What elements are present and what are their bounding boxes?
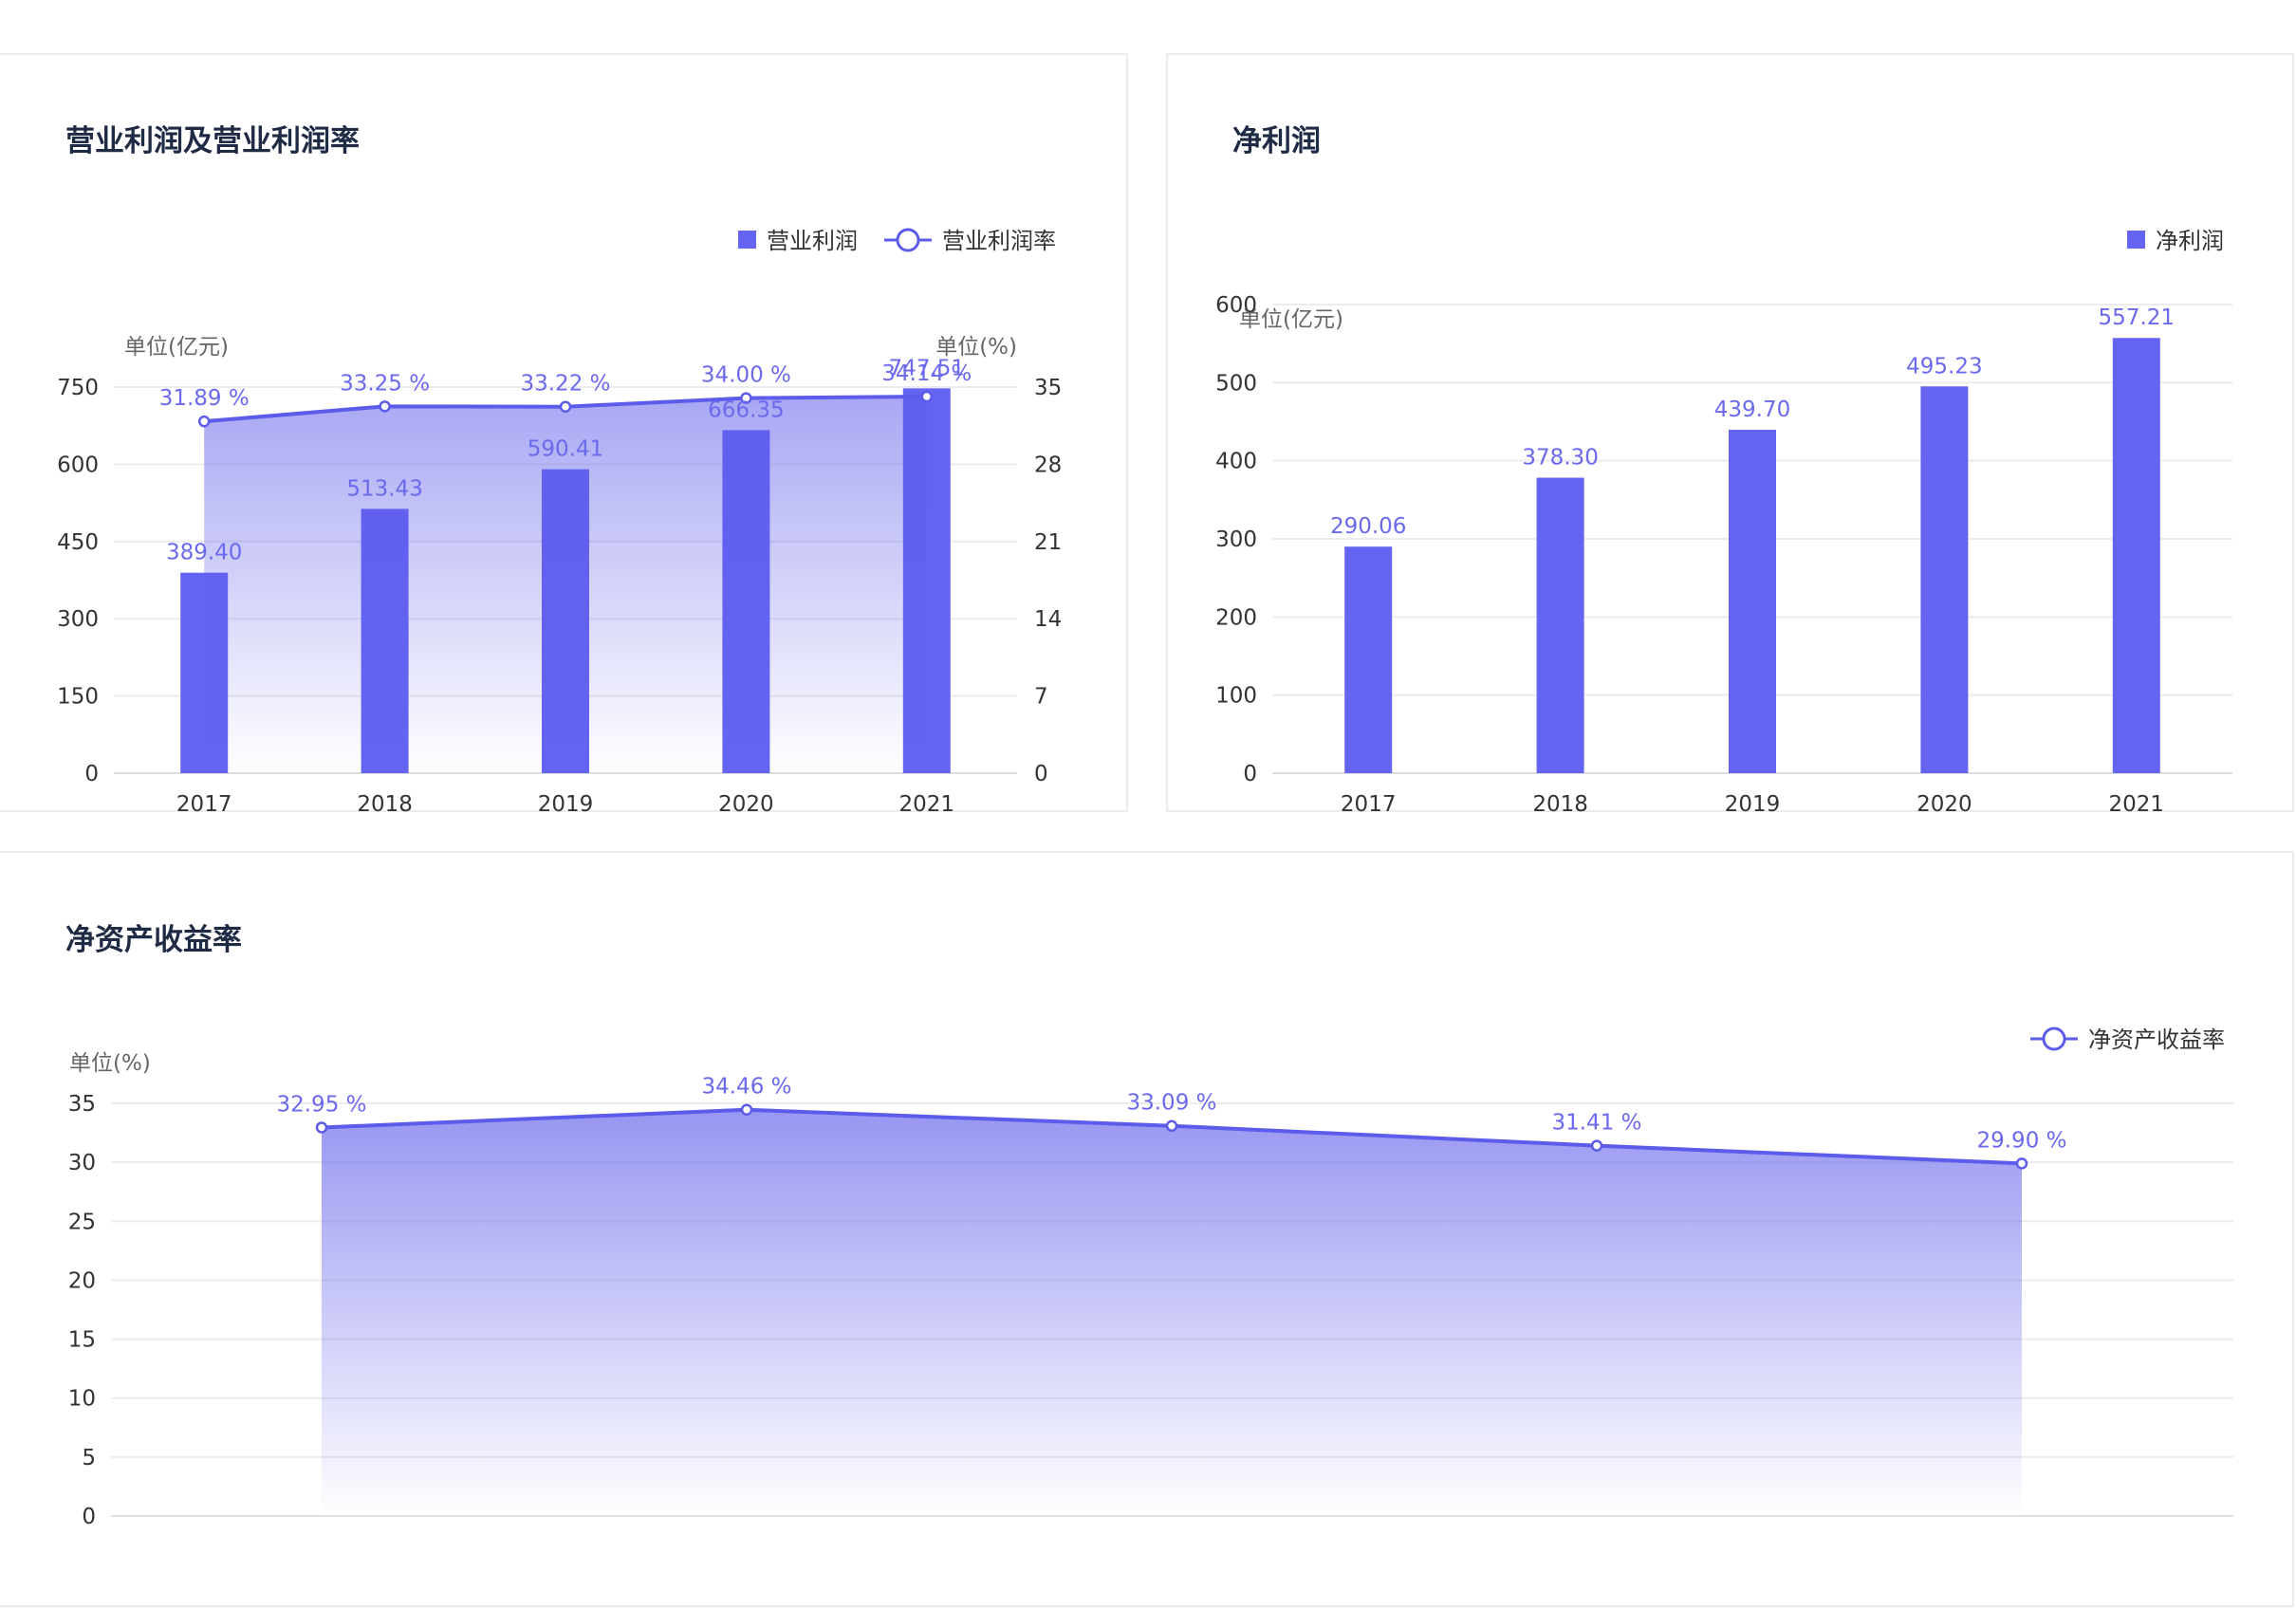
- line-value-label: 34.00 %: [701, 363, 791, 388]
- y2-axis-unit: 单位(%): [935, 335, 1017, 360]
- y-tick-label: 0: [82, 1505, 96, 1529]
- legend-label: 净资产收益率: [2088, 1026, 2225, 1053]
- y-tick-label: 20: [68, 1268, 96, 1293]
- net-profit-panel: 净利润 0 100 200 300 400 500 600 单位(亿元) 290.06 378.3…: [1166, 53, 2294, 814]
- y-axis-unit: 单位(亿元): [1239, 307, 1343, 332]
- y2-tick-label: 14: [1034, 607, 1062, 632]
- y-tick-label: 25: [68, 1210, 96, 1234]
- bar-value-label: 513.43: [346, 476, 422, 501]
- y-tick-label: 15: [68, 1328, 96, 1353]
- y-tick-label: 600: [57, 453, 99, 477]
- y-tick-label: 750: [57, 376, 99, 400]
- bar: [1536, 477, 1584, 773]
- y-tick-label: 500: [1215, 371, 1257, 396]
- y-tick-label: 10: [68, 1387, 96, 1412]
- x-tick-label: 2021: [899, 792, 955, 814]
- data-point: [2015, 1157, 2028, 1170]
- bar-value-label: 666.35: [708, 398, 784, 422]
- line-value-label: 32.95 %: [276, 1092, 366, 1117]
- bar-value-label: 378.30: [1522, 446, 1598, 471]
- x-tick-label: 2020: [718, 792, 774, 814]
- data-point: [315, 1121, 328, 1134]
- line-value-label: 34.46 %: [701, 1075, 791, 1100]
- legend-label: 净利润: [2156, 228, 2224, 254]
- y-tick-label: 0: [1243, 762, 1257, 786]
- y-tick-label: 300: [1215, 527, 1257, 552]
- y-axis-unit: 单位(%): [69, 1051, 151, 1076]
- roe-panel: 净资产收益率 0 5 10 15 20 25 30 35 单位(%) 32.95 % 34.46 %…: [0, 851, 2294, 1607]
- y-axis-unit: 单位(亿元): [124, 335, 229, 360]
- y2-tick-label: 0: [1034, 762, 1048, 786]
- data-point: [379, 400, 391, 413]
- y-tick-label: 5: [82, 1446, 96, 1470]
- y-tick-label: 0: [84, 762, 99, 786]
- bar-value-label: 747.51: [889, 356, 965, 380]
- line-value-label: 29.90 %: [1976, 1128, 2066, 1153]
- bar: [2112, 338, 2160, 773]
- y-tick-label: 400: [1215, 450, 1257, 474]
- y2-tick-label: 7: [1034, 685, 1048, 710]
- data-point: [740, 1103, 753, 1116]
- line-value-label: 33.09 %: [1126, 1091, 1216, 1116]
- bar-value-label: 290.06: [1330, 514, 1406, 539]
- bar-value-label: 590.41: [528, 437, 603, 462]
- operating-profit-chart: 0 150 300 450 600 750 0 7 14 21 28 35 单位(亿元) 单位(%) 389…: [57, 228, 1062, 814]
- panel-title: 营业利润及营业利润率: [65, 124, 360, 158]
- data-point: [1590, 1139, 1603, 1152]
- x-tick-label: 2018: [357, 792, 413, 814]
- data-point: [920, 390, 934, 403]
- x-tick-label: 2019: [538, 792, 594, 814]
- series-area: [204, 397, 927, 773]
- y-tick-label: 35: [68, 1092, 96, 1117]
- bar-value-label: 439.70: [1714, 398, 1790, 422]
- y2-tick-label: 21: [1034, 530, 1062, 555]
- legend-bar-icon: [2127, 231, 2145, 249]
- y-tick-label: 100: [1215, 684, 1257, 709]
- x-tick-label: 2020: [1916, 792, 1972, 814]
- x-tick-label: 2021: [2109, 792, 2165, 814]
- legend-label: 营业利润率: [942, 228, 1056, 254]
- legend-label: 营业利润: [767, 228, 858, 254]
- roe-chart: 0 5 10 15 20 25 30 35 单位(%) 32.95 % 34.46 % 33.09 %…: [68, 1026, 2233, 1529]
- line-value-label: 31.41 %: [1551, 1111, 1641, 1136]
- y2-tick-label: 35: [1034, 376, 1062, 400]
- bar-value-label: 557.21: [2099, 305, 2175, 330]
- x-tick-label: 2017: [1341, 792, 1397, 814]
- x-tick-label: 2018: [1532, 792, 1588, 814]
- bar: [1920, 386, 1969, 773]
- x-tick-label: 2017: [176, 792, 232, 814]
- line-value-label: 33.22 %: [520, 372, 610, 397]
- data-point: [740, 392, 752, 404]
- y2-tick-label: 28: [1034, 453, 1062, 477]
- y-tick-label: 30: [68, 1151, 96, 1175]
- operating-profit-panel: 营业利润及营业利润率 0 150 300 450 600 750 0 7 14 21 28 35 单位(…: [0, 53, 1128, 814]
- y-tick-label: 450: [57, 530, 99, 555]
- y-tick-label: 300: [57, 607, 99, 632]
- line-value-label: 33.25 %: [340, 371, 430, 396]
- data-point: [559, 400, 572, 413]
- panel-title: 净资产收益率: [65, 923, 242, 957]
- x-tick-label: 2019: [1725, 792, 1781, 814]
- series-area: [322, 1109, 2022, 1516]
- panel-title: 净利润: [1232, 124, 1321, 158]
- bar: [1344, 546, 1393, 773]
- line-value-label: 34.14 %: [881, 361, 972, 386]
- bar-value-label: 495.23: [1906, 354, 1982, 379]
- bar-value-label: 389.40: [166, 541, 242, 565]
- legend-marker-icon: [2042, 1026, 2066, 1051]
- legend-marker-icon: [896, 228, 920, 252]
- y-tick-label: 150: [57, 685, 99, 710]
- data-point: [197, 415, 211, 428]
- bar: [1729, 429, 1776, 773]
- legend-bar-icon: [738, 231, 756, 249]
- y-tick-label: 600: [1215, 293, 1257, 318]
- data-point: [1165, 1119, 1178, 1132]
- y-tick-label: 200: [1215, 605, 1257, 630]
- line-value-label: 31.89 %: [159, 386, 250, 411]
